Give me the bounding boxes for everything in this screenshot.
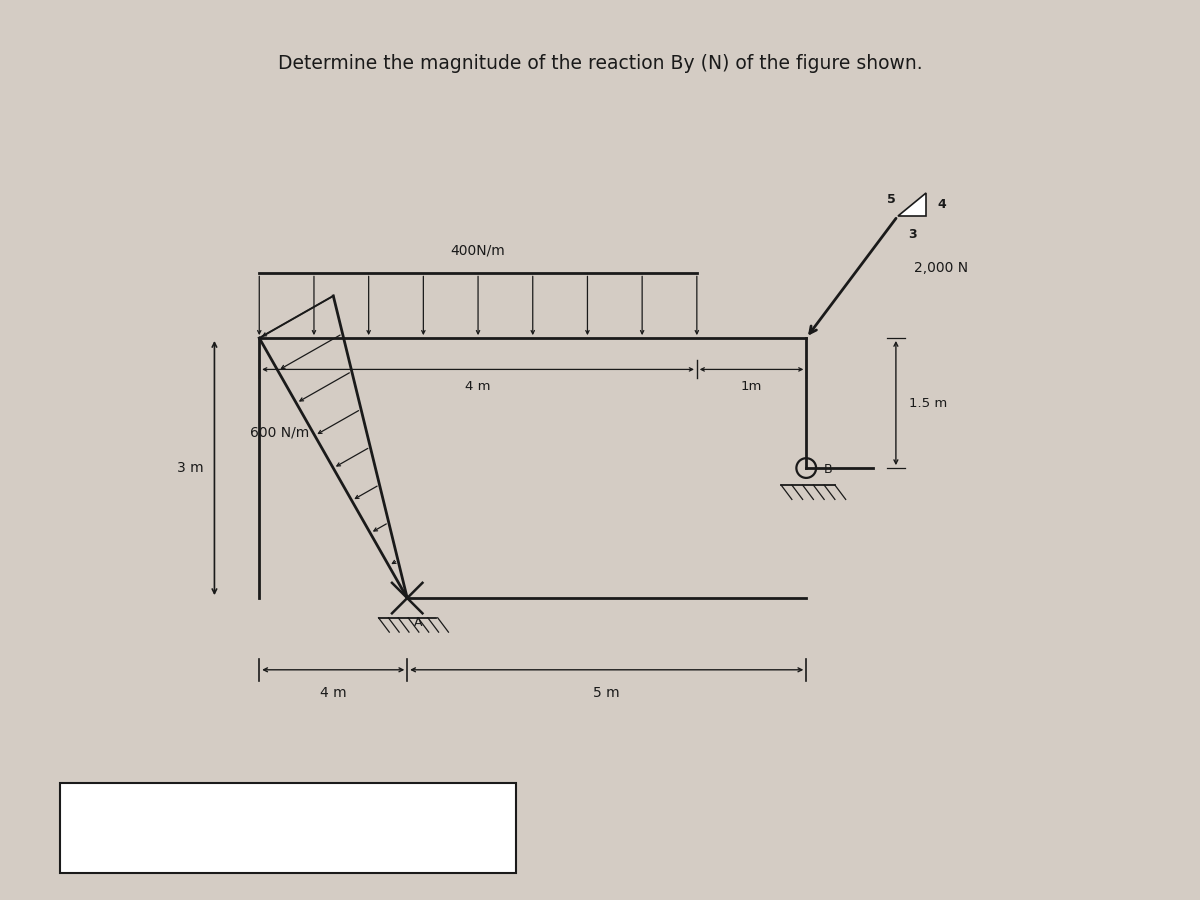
Text: 3: 3 — [907, 228, 917, 240]
Text: A: A — [414, 616, 422, 629]
Text: 5: 5 — [887, 194, 896, 206]
Text: 4 m: 4 m — [466, 380, 491, 393]
Text: B: B — [824, 464, 833, 476]
Text: 3 m: 3 m — [178, 461, 204, 475]
Text: 4 m: 4 m — [320, 686, 347, 700]
Text: Determine the magnitude of the reaction By (N) of the figure shown.: Determine the magnitude of the reaction … — [277, 54, 923, 73]
Text: 5 m: 5 m — [594, 686, 620, 700]
Text: 4: 4 — [937, 198, 946, 211]
Text: 400N/m: 400N/m — [451, 243, 505, 257]
Text: 1m: 1m — [740, 380, 762, 393]
Polygon shape — [898, 193, 926, 216]
Text: 600 N/m: 600 N/m — [250, 425, 310, 439]
Text: 2,000 N: 2,000 N — [914, 261, 968, 275]
Text: 1.5 m: 1.5 m — [910, 397, 948, 410]
